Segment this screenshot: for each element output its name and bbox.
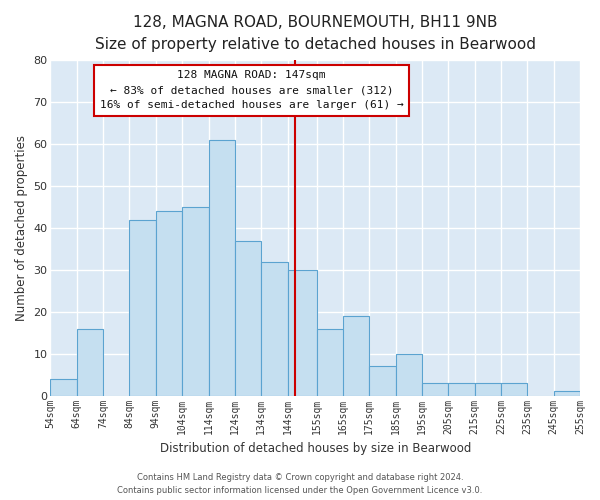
Bar xyxy=(287,270,317,396)
Bar xyxy=(235,240,261,396)
Bar xyxy=(343,316,369,396)
Bar xyxy=(554,392,580,396)
Text: Contains HM Land Registry data © Crown copyright and database right 2024.
Contai: Contains HM Land Registry data © Crown c… xyxy=(118,474,482,495)
Bar xyxy=(209,140,235,396)
Bar xyxy=(77,328,103,396)
Bar xyxy=(130,220,156,396)
Bar xyxy=(261,262,287,396)
Y-axis label: Number of detached properties: Number of detached properties xyxy=(15,135,28,321)
Bar xyxy=(156,211,182,396)
Bar xyxy=(50,379,77,396)
Bar xyxy=(395,354,422,396)
Title: 128, MAGNA ROAD, BOURNEMOUTH, BH11 9NB
Size of property relative to detached hou: 128, MAGNA ROAD, BOURNEMOUTH, BH11 9NB S… xyxy=(95,15,536,52)
Bar xyxy=(501,383,527,396)
Bar xyxy=(448,383,475,396)
Text: 128 MAGNA ROAD: 147sqm
← 83% of detached houses are smaller (312)
16% of semi-de: 128 MAGNA ROAD: 147sqm ← 83% of detached… xyxy=(100,70,404,110)
Bar xyxy=(369,366,395,396)
Bar xyxy=(182,207,209,396)
Bar xyxy=(317,328,346,396)
Bar xyxy=(422,383,448,396)
X-axis label: Distribution of detached houses by size in Bearwood: Distribution of detached houses by size … xyxy=(160,442,471,455)
Bar xyxy=(475,383,501,396)
